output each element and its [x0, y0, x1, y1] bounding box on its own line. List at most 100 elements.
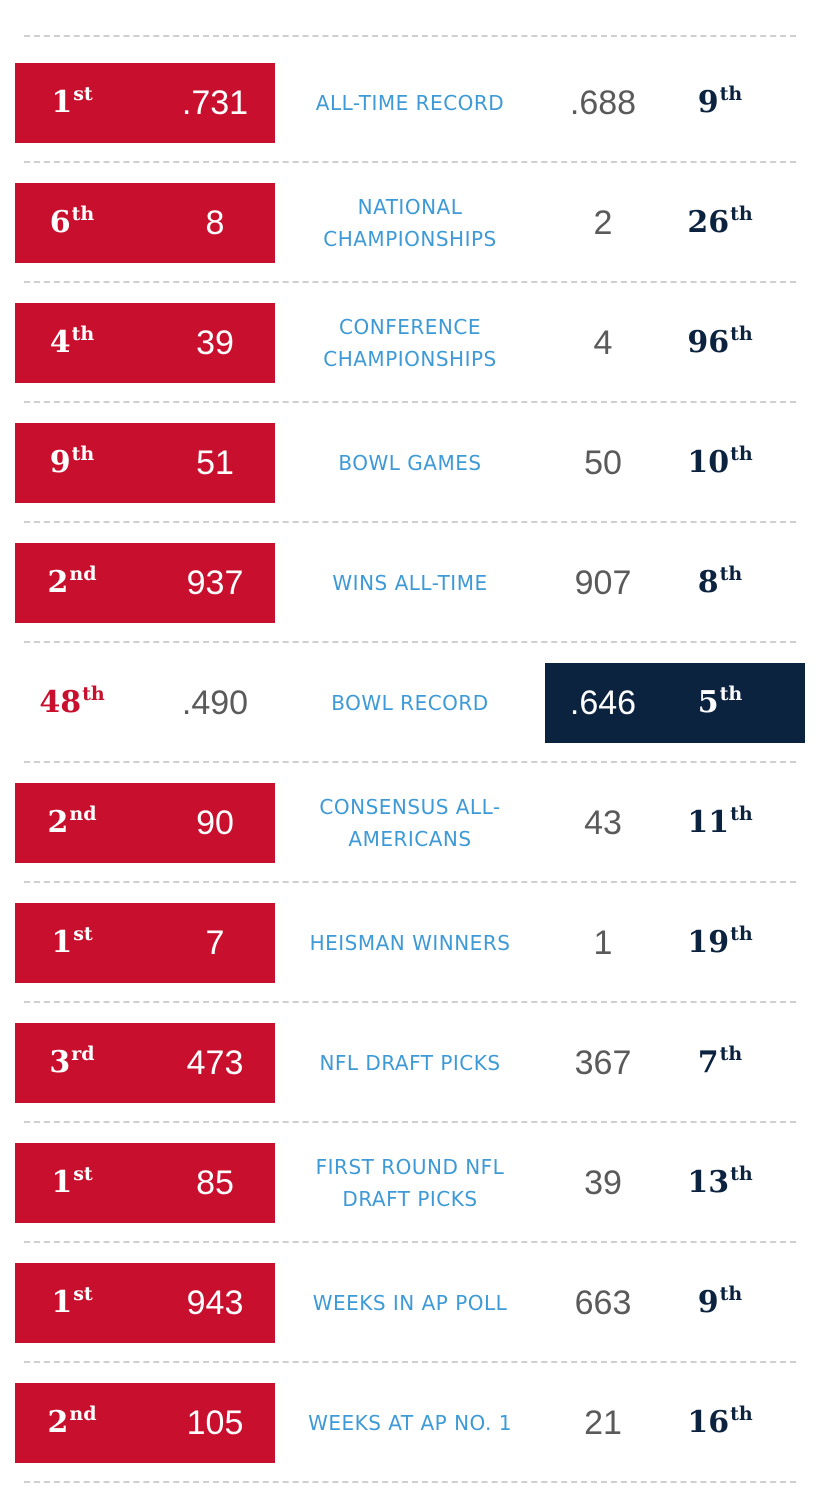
stat-label-text: CONSENSUS ALL-AMERICANS — [319, 795, 501, 851]
right-team-rank: 9th — [660, 1263, 780, 1343]
stat-label: CONFERENCE CHAMPIONSHIPS — [300, 303, 520, 383]
left-team-highlight — [15, 1263, 275, 1343]
rank-number: 6 — [49, 205, 71, 240]
rank-suffix: th — [730, 203, 753, 225]
stat-label: NATIONAL CHAMPIONSHIPS — [300, 183, 520, 263]
left-team-rank: 4th — [12, 303, 132, 383]
stat-row: 2nd 90 CONSENSUS ALL-AMERICANS 43 11th — [0, 783, 828, 863]
rank-suffix: nd — [69, 1403, 97, 1425]
right-team-rank: 11th — [660, 783, 780, 863]
right-team-highlight — [545, 543, 805, 623]
rank-suffix: st — [73, 923, 93, 945]
right-team-rank: 10th — [660, 423, 780, 503]
left-team-value: 85 — [196, 1164, 234, 1202]
rank-suffix: th — [730, 923, 753, 945]
right-team-value: 2 — [593, 204, 613, 242]
rank-suffix: th — [719, 1043, 743, 1065]
rank-suffix: st — [73, 1283, 93, 1305]
left-team-rank: 1st — [12, 63, 132, 143]
stat-label-text: WINS ALL-TIME — [332, 571, 488, 595]
right-team-rank: 9th — [660, 63, 780, 143]
stat-row: 1st 85 FIRST ROUND NFL DRAFT PICKS 39 13th — [0, 1143, 828, 1223]
stat-row: 3rd 473 NFL DRAFT PICKS 367 7th — [0, 1023, 828, 1103]
rank-suffix: th — [82, 683, 105, 705]
left-team-value: 39 — [196, 324, 234, 362]
stat-label: WEEKS IN AP POLL — [300, 1263, 520, 1343]
right-team-rank: 7th — [660, 1023, 780, 1103]
left-team-highlight — [15, 663, 275, 743]
stat-row: 2nd 105 WEEKS AT AP NO. 1 21 16th — [0, 1383, 828, 1463]
left-team-value: 105 — [186, 1404, 244, 1442]
rank-suffix: nd — [69, 803, 97, 825]
row-divider — [24, 1121, 796, 1123]
left-team-rank: 2nd — [12, 543, 132, 623]
left-team-rank: 3rd — [12, 1023, 132, 1103]
rank-number: 9 — [49, 445, 71, 480]
row-divider — [24, 401, 796, 403]
rank-suffix: nd — [69, 563, 97, 585]
rank-number: 2 — [47, 565, 69, 600]
left-team-value: 7 — [205, 924, 225, 962]
rank-suffix: th — [730, 1403, 753, 1425]
rank-number: 1 — [51, 1165, 73, 1200]
right-team-value: 39 — [584, 1164, 622, 1202]
rank-number: 7 — [697, 1045, 719, 1080]
rank-suffix: rd — [71, 1043, 95, 1065]
rank-number: 19 — [687, 925, 730, 960]
rank-number: 1 — [51, 925, 73, 960]
left-team-highlight — [15, 903, 275, 983]
stat-label: WINS ALL-TIME — [300, 543, 520, 623]
left-team-value: .490 — [181, 684, 249, 722]
right-team-highlight — [545, 423, 805, 503]
left-team-rank: 1st — [12, 1143, 132, 1223]
left-team-value: 473 — [186, 1044, 244, 1082]
right-team-value: 43 — [584, 804, 622, 842]
row-divider — [24, 1241, 796, 1243]
left-team-highlight — [15, 1383, 275, 1463]
left-team-value: 8 — [205, 204, 225, 242]
left-team-rank: 1st — [12, 1263, 132, 1343]
rank-number: 8 — [697, 565, 719, 600]
left-team-rank: 6th — [12, 183, 132, 263]
rank-number: 48 — [39, 685, 82, 720]
right-team-rank: 5th — [660, 663, 780, 743]
left-team-rank: 48th — [12, 663, 132, 743]
left-team-highlight — [15, 63, 275, 143]
rank-number: 26 — [687, 205, 730, 240]
right-team-highlight — [545, 903, 805, 983]
left-team-rank: 1st — [12, 903, 132, 983]
rank-suffix: th — [719, 683, 743, 705]
rank-suffix: th — [730, 323, 753, 345]
rank-number: 2 — [47, 805, 69, 840]
right-team-rank: 8th — [660, 543, 780, 623]
left-team-rank: 2nd — [12, 1383, 132, 1463]
right-team-value: 367 — [574, 1044, 632, 1082]
stat-row: 4th 39 CONFERENCE CHAMPIONSHIPS 4 96th — [0, 303, 828, 383]
left-team-highlight — [15, 423, 275, 503]
stat-row: 1st 943 WEEKS IN AP POLL 663 9th — [0, 1263, 828, 1343]
stat-row: 1st 7 HEISMAN WINNERS 1 19th — [0, 903, 828, 983]
left-team-value: 51 — [196, 444, 234, 482]
stat-label-text: WEEKS IN AP POLL — [312, 1291, 508, 1315]
right-team-value: 4 — [593, 324, 613, 362]
rank-number: 3 — [49, 1045, 71, 1080]
right-team-value: 1 — [593, 924, 613, 962]
stat-label-text: BOWL GAMES — [338, 451, 482, 475]
row-divider — [24, 881, 796, 883]
stat-label-text: FIRST ROUND NFL DRAFT PICKS — [315, 1155, 505, 1211]
right-team-highlight — [545, 63, 805, 143]
right-team-highlight — [545, 1383, 805, 1463]
rank-number: 1 — [51, 85, 73, 120]
rank-suffix: st — [73, 1163, 93, 1185]
stat-row: 9th 51 BOWL GAMES 50 10th — [0, 423, 828, 503]
right-team-value: .688 — [569, 84, 637, 122]
rank-suffix: th — [719, 83, 743, 105]
right-team-highlight — [545, 1263, 805, 1343]
stat-label-text: NATIONAL CHAMPIONSHIPS — [323, 195, 497, 251]
rank-number: 11 — [687, 805, 730, 840]
row-divider — [24, 35, 796, 37]
right-team-highlight — [545, 1023, 805, 1103]
row-divider — [24, 641, 796, 643]
right-team-highlight — [545, 783, 805, 863]
row-divider — [24, 281, 796, 283]
